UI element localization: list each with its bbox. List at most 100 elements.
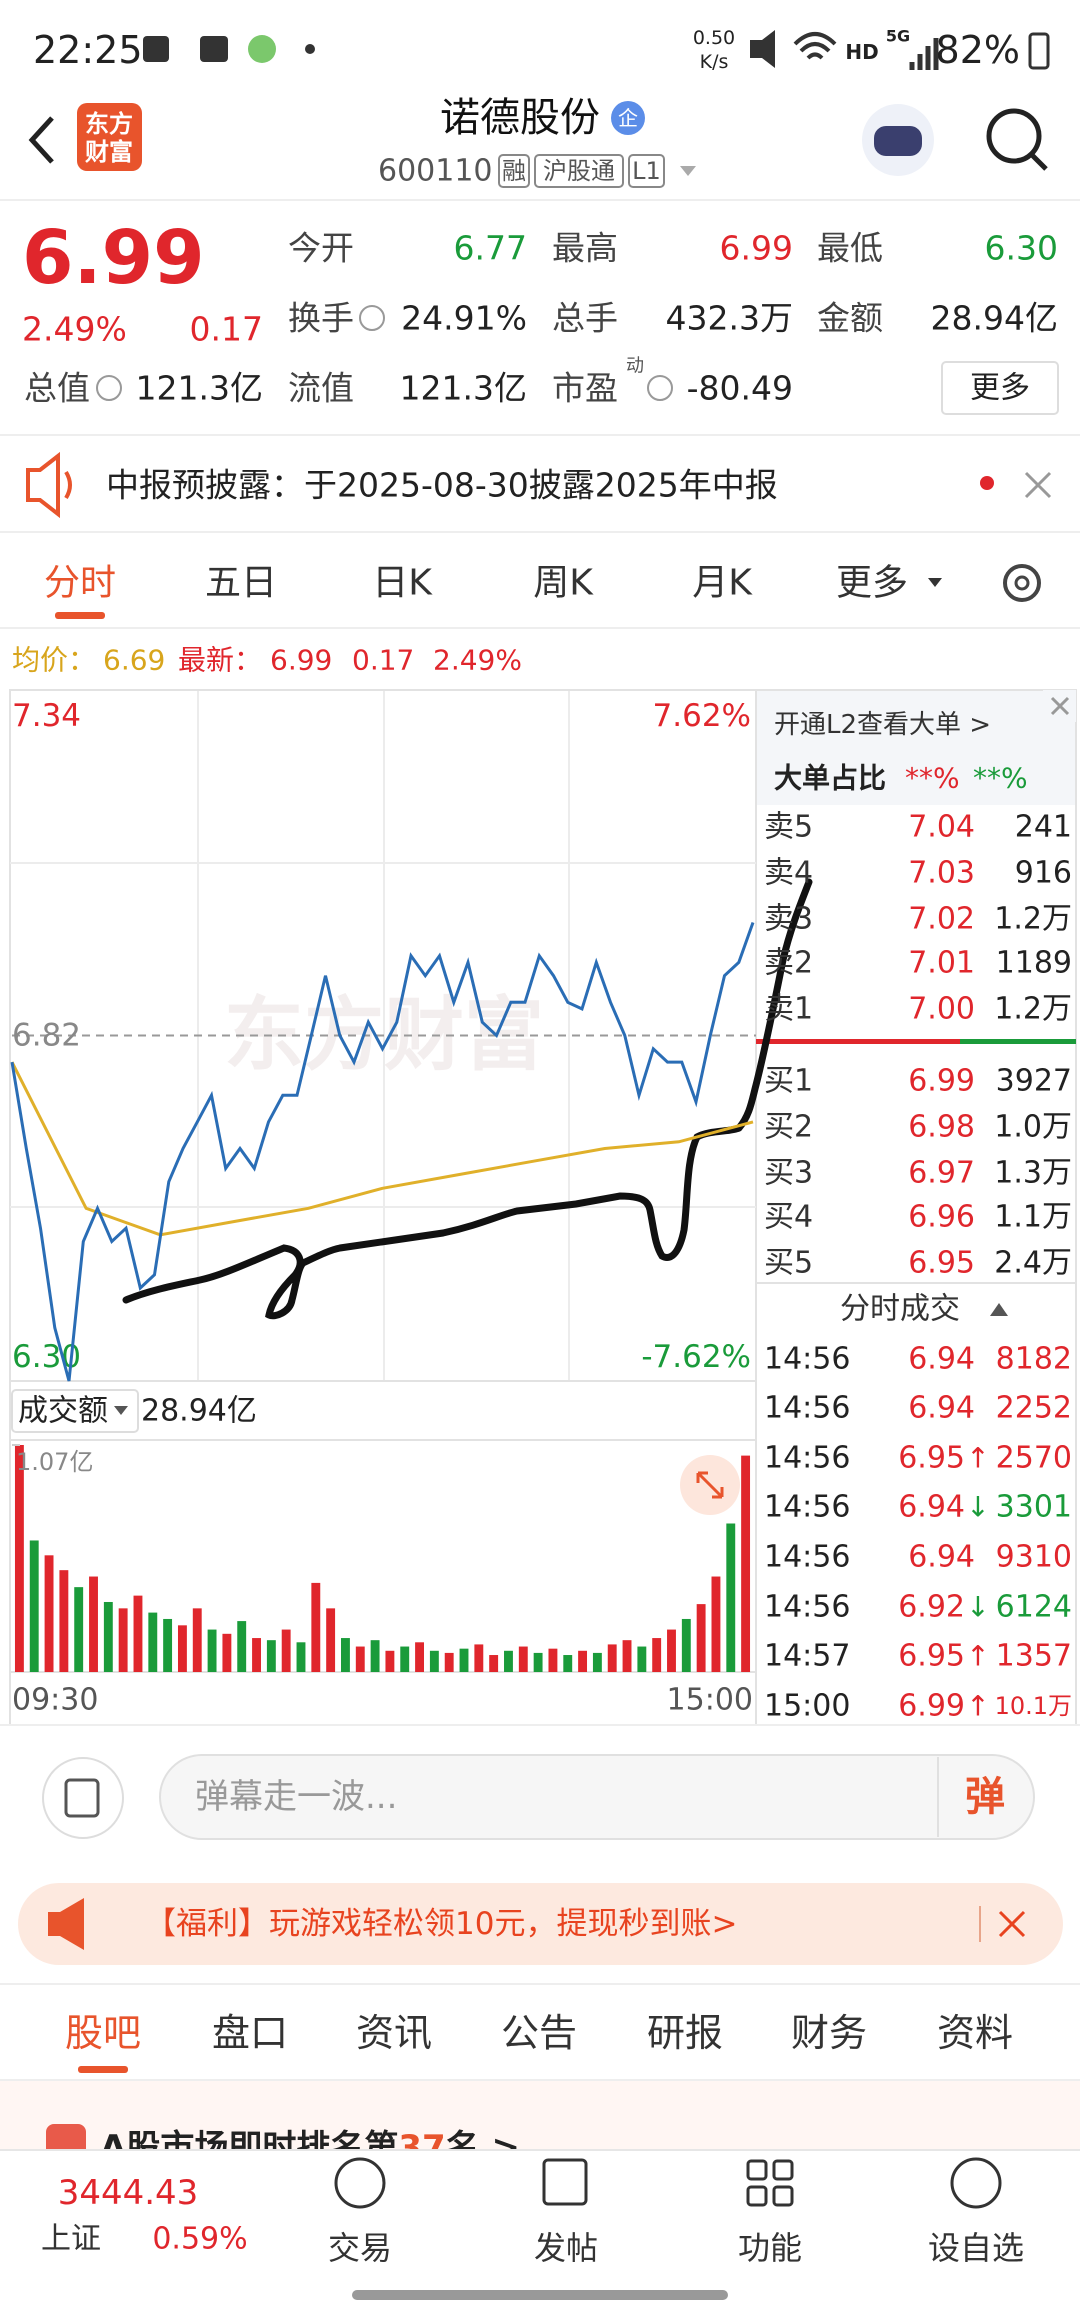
content-tab[interactable]: 资讯 [356, 2011, 432, 2055]
order-volume: 1.0万 [994, 1110, 1072, 1145]
order-label: 卖1 [764, 992, 813, 1027]
chart-tab[interactable]: 月K [692, 563, 753, 604]
order-price: 6.99 [908, 1064, 975, 1099]
danmaku-settings[interactable] [42, 1757, 124, 1839]
field-value: 28.94亿 [931, 299, 1058, 338]
info-icon[interactable] [96, 375, 122, 401]
nav-item[interactable]: 交易 [328, 2229, 392, 2267]
order-label: 买3 [764, 1156, 813, 1191]
tag: 沪股通 [543, 157, 615, 185]
volume-bar [652, 1638, 662, 1672]
volume-selector[interactable] [11, 1389, 139, 1433]
battery-icon[interactable] [1028, 32, 1050, 70]
order-price: 7.00 [908, 992, 975, 1027]
tag: 融 [502, 157, 526, 185]
order-label: 买2 [764, 1110, 813, 1145]
more-button[interactable] [941, 361, 1059, 415]
notice-close[interactable] [1024, 471, 1052, 499]
chart-tab[interactable]: 周K [533, 563, 594, 604]
l2-promo[interactable]: 开通L2查看大单 > [774, 710, 991, 740]
info-icon[interactable] [647, 375, 673, 401]
chart-tab[interactable]: 分时 [44, 563, 116, 604]
chart-tab[interactable]: 日K [372, 563, 433, 604]
back-button[interactable] [28, 116, 54, 164]
hd-indicator: HD [845, 40, 878, 64]
field-label: 最低 [817, 229, 883, 268]
status-icon [200, 36, 228, 62]
danmaku-send[interactable]: 弹 [965, 1774, 1005, 1820]
volume-title[interactable]: 成交额 [18, 1394, 108, 1429]
field-value: 121.3亿 [136, 369, 263, 408]
content-tab[interactable]: 财务 [791, 2011, 867, 2055]
order-volume: 1.3万 [994, 1156, 1072, 1191]
volume-bar [711, 1576, 721, 1672]
comment-input[interactable] [159, 1754, 1035, 1840]
bid-bar [960, 1039, 1076, 1044]
nav-item[interactable]: 发帖 [534, 2229, 598, 2267]
battery-level: 82% [936, 28, 1020, 72]
nav-item[interactable]: 设自选 [928, 2229, 1024, 2267]
order-price: 7.03 [908, 856, 975, 891]
promo-text[interactable]: 【福利】玩游戏轻松领10元，提现秒到账> [145, 1906, 737, 1942]
volume-bar [400, 1646, 410, 1672]
order-volume: 1189 [996, 946, 1072, 981]
volume-bar [341, 1638, 350, 1672]
badge-text: 企 [618, 106, 638, 130]
content-tab[interactable]: 研报 [647, 2011, 723, 2055]
megaphone-icon [48, 1898, 84, 1950]
function-icon [772, 2159, 794, 2181]
nav-item[interactable]: 功能 [738, 2229, 802, 2267]
badge [611, 101, 645, 135]
function-icon [772, 2185, 794, 2207]
volume-bar [459, 1648, 469, 1672]
content-tab[interactable]: 盘口 [212, 2011, 288, 2055]
volume-bar [563, 1655, 573, 1672]
trade-arrow: ↑ [966, 1442, 989, 1475]
trade-volume: 2570 [996, 1441, 1072, 1476]
field-value: 6.77 [454, 229, 527, 268]
trade-time: 14:56 [764, 1490, 850, 1525]
volume-bar [607, 1644, 617, 1672]
order-volume: 3927 [996, 1064, 1072, 1099]
y2-tick-label: 7.62% [653, 698, 751, 734]
order-label: 卖3 [764, 902, 813, 937]
order-volume: 1.1万 [994, 1200, 1072, 1235]
info-icon[interactable] [359, 305, 385, 331]
volume-bar [681, 1618, 691, 1672]
content-tab[interactable]: 资料 [937, 2011, 1013, 2055]
volume-bar [14, 1445, 24, 1672]
status-icon [248, 35, 276, 63]
trade-price: 6.94 [908, 1391, 975, 1426]
robot-face [874, 126, 922, 156]
chart-tab[interactable]: 五日 [205, 563, 277, 604]
trade-time: 14:57 [764, 1639, 850, 1674]
trade-price: 6.94 [908, 1342, 975, 1377]
order-price: 7.02 [908, 902, 975, 937]
content-tab[interactable]: 公告 [501, 2011, 577, 2055]
order-label: 买1 [764, 1064, 813, 1099]
latest-change: 0.17 [352, 644, 414, 677]
settings-button[interactable] [1003, 564, 1041, 602]
volume-bar [667, 1629, 676, 1672]
promo-banner[interactable] [18, 1883, 1063, 1965]
order-label: 买4 [764, 1200, 813, 1235]
comment-placeholder[interactable]: 弹幕走一波... [195, 1777, 397, 1817]
home-indicator [352, 2290, 728, 2300]
status-icon [143, 36, 169, 62]
trade-time: 14:56 [764, 1441, 850, 1476]
y-tick-label: 6.82 [12, 1018, 81, 1054]
trade-price: 6.95 [898, 1441, 965, 1476]
ask-bar [756, 1039, 960, 1044]
speaker-wave [64, 470, 72, 500]
content-tab[interactable]: 股吧 [65, 2011, 141, 2055]
search-button[interactable] [986, 108, 1042, 164]
tag-box [628, 154, 665, 188]
chart-tab[interactable]: 更多 [836, 563, 908, 604]
index-value[interactable]: 3444.43 [58, 2173, 199, 2213]
order-volume: 1.2万 [994, 992, 1072, 1027]
promo-close[interactable] [998, 1910, 1026, 1938]
volume-bar [177, 1625, 187, 1672]
big-order-label: 大单占比 [774, 762, 886, 795]
logo[interactable] [77, 103, 142, 171]
volume-bar [311, 1582, 321, 1672]
